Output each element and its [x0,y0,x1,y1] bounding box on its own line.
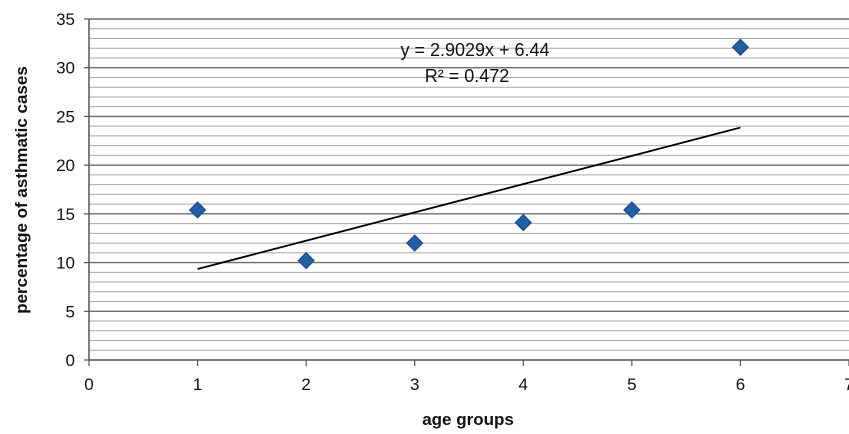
x-tick-label: 2 [301,375,310,394]
x-tick-label: 0 [84,375,93,394]
y-tick-label: 30 [56,59,75,78]
data-point [731,38,750,56]
data-point [406,234,424,252]
data-points [188,38,750,270]
y-tick-label: 15 [56,205,75,224]
y-axis-title: percentage of asthmatic cases [12,66,31,314]
x-tick-label: 3 [410,375,419,394]
y-tick-label: 0 [66,351,75,370]
y-tick-label: 25 [56,107,75,126]
data-point [623,201,641,219]
x-tick-label: 4 [519,375,528,394]
axes [84,18,849,366]
x-tick-label: 6 [736,375,745,394]
data-point [297,251,315,270]
equation-annotation: y = 2.9029x + 6.44 [400,40,549,60]
x-tick-label: 7 [844,375,849,394]
y-tick-label: 5 [66,302,75,321]
grid-lines [89,18,849,351]
tick-labels: 0 5 10 15 20 25 30 35 0 1 2 3 4 5 6 7 [56,10,849,394]
r-squared-annotation: R² = 0.472 [425,66,510,86]
y-tick-label: 10 [56,254,75,273]
y-tick-label: 35 [56,10,75,29]
data-point [188,201,207,219]
trendline [197,126,741,270]
data-point [514,213,532,232]
x-axis-title: age groups [422,410,514,429]
y-tick-label: 20 [56,156,75,175]
x-tick-label: 1 [193,375,202,394]
x-tick-label: 5 [627,375,636,394]
trendline-group [197,126,741,270]
